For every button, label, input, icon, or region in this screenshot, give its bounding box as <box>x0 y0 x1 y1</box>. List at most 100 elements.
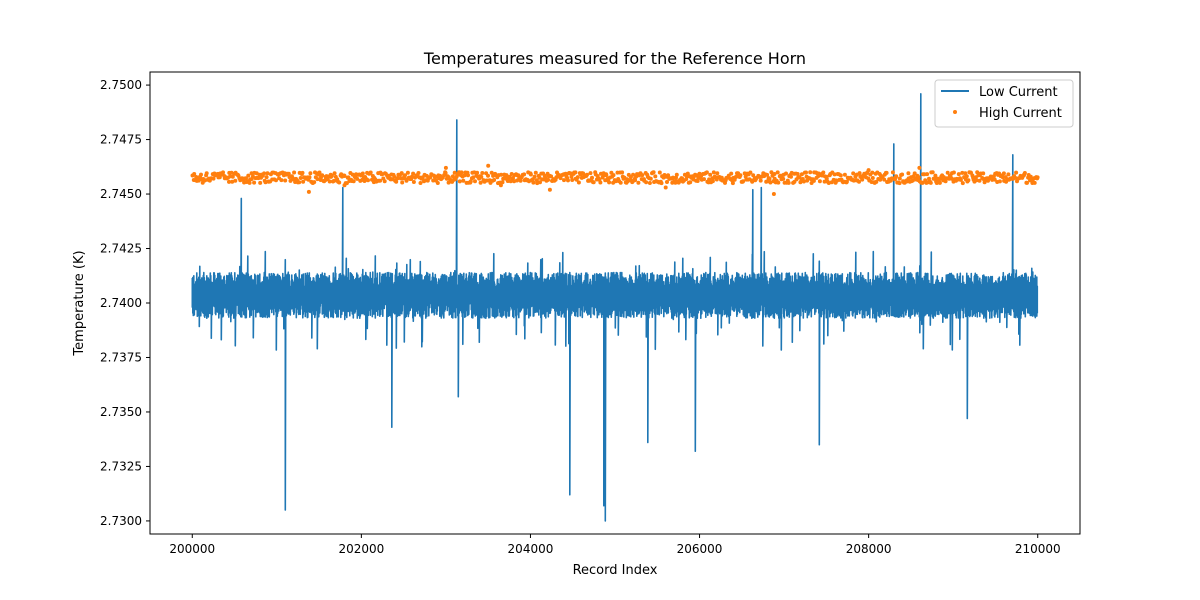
high-current-point <box>975 170 980 175</box>
high-current-point <box>912 171 917 176</box>
high-current-point <box>729 171 734 176</box>
high-current-point <box>499 172 504 177</box>
high-current-point <box>743 174 748 179</box>
high-current-point <box>204 171 209 176</box>
high-current-point <box>230 179 235 184</box>
high-current-point <box>772 172 777 176</box>
high-current-point <box>963 171 968 176</box>
high-current-point <box>468 179 473 184</box>
high-current-point <box>546 177 551 182</box>
y-tick-label: 2.7450 <box>100 187 142 201</box>
high-current-point <box>531 180 536 185</box>
high-current-point <box>832 172 837 177</box>
high-current-point <box>878 177 883 182</box>
high-current-point <box>400 180 405 185</box>
high-current-outlier-point <box>663 185 668 190</box>
high-current-point <box>395 176 400 181</box>
high-current-point <box>786 180 791 185</box>
high-current-point <box>404 178 409 183</box>
y-axis: 2.7300 2.7325 2.7350 2.7375 2.7400 2.7425 2.74… <box>100 78 150 528</box>
high-current-point <box>566 178 570 183</box>
high-current-point <box>411 180 416 184</box>
x-axis: 200000 202000 204000 206000 208000 210000 <box>169 534 1061 556</box>
high-current-point <box>479 174 484 179</box>
y-tick-label: 2.7300 <box>100 514 142 528</box>
high-current-point <box>974 178 979 183</box>
high-current-point <box>327 179 332 184</box>
high-current-point <box>518 178 523 183</box>
high-current-point <box>870 176 875 180</box>
high-current-point <box>618 180 623 185</box>
high-current-point <box>633 178 638 183</box>
high-current-point <box>522 172 527 177</box>
high-current-point <box>644 180 649 185</box>
high-current-point <box>784 171 788 176</box>
high-current-point <box>569 174 574 179</box>
series-high-current-points <box>190 163 1040 196</box>
high-current-point <box>894 174 899 179</box>
high-current-point <box>801 179 806 184</box>
high-current-point <box>607 180 612 185</box>
high-current-outlier-point <box>486 163 491 168</box>
high-current-point <box>767 176 772 181</box>
high-current-point <box>781 176 786 181</box>
high-current-point <box>860 177 865 182</box>
high-current-point <box>665 180 669 184</box>
high-current-point <box>443 171 448 175</box>
high-current-point <box>360 171 365 176</box>
high-current-point <box>227 179 231 184</box>
high-current-point <box>857 179 861 184</box>
high-current-point <box>651 170 656 175</box>
high-current-point <box>478 180 483 185</box>
high-current-point <box>620 170 625 175</box>
high-current-point <box>937 180 942 185</box>
high-current-point <box>611 173 616 178</box>
high-current-point <box>431 178 436 183</box>
high-current-point <box>486 173 490 178</box>
high-current-point <box>1001 171 1006 176</box>
high-current-point <box>941 175 946 180</box>
high-current-point <box>708 172 713 177</box>
high-current-point <box>900 172 905 177</box>
x-tick-label: 200000 <box>169 542 215 556</box>
high-current-point <box>631 172 636 177</box>
high-current-point <box>329 173 334 178</box>
y-tick-label: 2.7350 <box>100 405 142 419</box>
legend: Low Current High Current <box>934 79 1074 128</box>
high-current-point <box>851 171 856 176</box>
high-current-point <box>710 179 715 184</box>
high-current-point <box>351 179 356 184</box>
high-current-outlier-point <box>306 189 311 194</box>
high-current-point <box>715 171 720 176</box>
y-tick-label: 2.7425 <box>100 242 142 256</box>
high-current-point <box>492 178 497 182</box>
high-current-point <box>604 173 609 178</box>
high-current-point <box>808 170 813 175</box>
high-current-point <box>956 172 961 177</box>
high-current-point <box>804 170 808 175</box>
high-current-point <box>647 181 652 185</box>
high-current-point <box>504 173 509 178</box>
high-current-point <box>264 175 269 180</box>
high-current-point <box>960 181 965 186</box>
high-current-point <box>320 173 325 178</box>
high-current-point <box>292 170 297 175</box>
high-current-point <box>489 170 494 175</box>
high-current-point <box>312 180 317 185</box>
x-tick-label: 204000 <box>508 542 554 556</box>
high-current-point <box>776 180 781 185</box>
high-current-point <box>738 173 743 178</box>
high-current-point <box>346 175 351 180</box>
high-current-point <box>949 176 954 181</box>
high-current-point <box>671 175 675 180</box>
high-current-point <box>221 170 225 175</box>
high-current-point <box>300 170 305 175</box>
high-current-point <box>286 171 291 176</box>
high-current-point <box>958 177 963 182</box>
high-current-point <box>822 179 827 184</box>
high-current-point <box>585 172 589 177</box>
high-current-point <box>405 170 410 175</box>
high-current-point <box>977 178 982 183</box>
high-current-point <box>500 180 505 185</box>
